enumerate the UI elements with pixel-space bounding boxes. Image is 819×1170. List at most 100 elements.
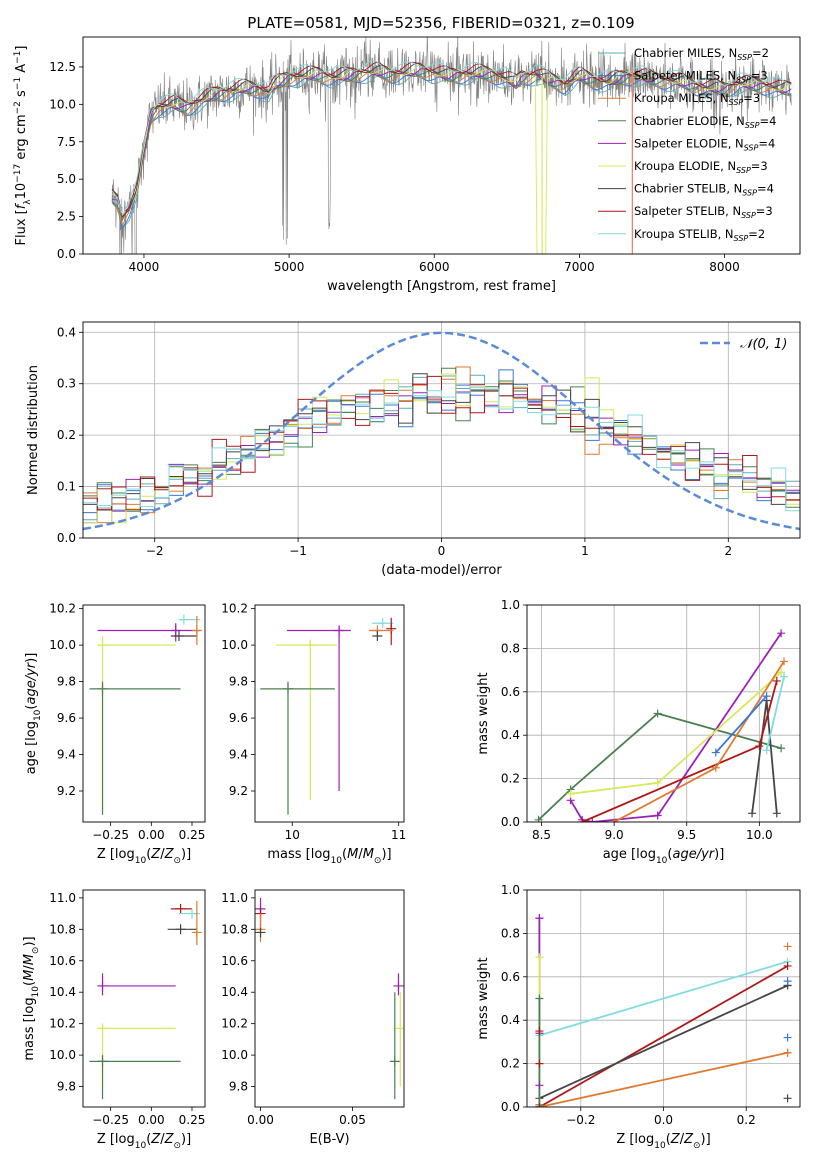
y-tick-label: 9.4: [57, 748, 76, 762]
label-part: SSP: [737, 53, 752, 62]
y-tick-label: 0.8: [501, 641, 520, 655]
model-spectrum-chabrier_elodie: [111, 70, 792, 222]
y-tick-label: 10.4: [221, 985, 248, 999]
label-part: Salpeter ELODIE, N: [634, 136, 744, 150]
weight-vs-age-axes: 8.5 9.0 9.5 10.0 0.0 0.2 0.4 0.6 0.8 1.0 age [log1…: [476, 598, 801, 866]
point-marker: [97, 980, 108, 991]
label-part: (: [146, 847, 151, 862]
x-tick-label: 0.25: [179, 1113, 206, 1127]
label-part: (data-model)/error: [381, 563, 502, 578]
label-part: M: [363, 847, 374, 862]
label-part: (: [666, 1132, 671, 1147]
x-tick-label: 9.5: [677, 828, 696, 842]
x-tick-label: 2: [724, 544, 732, 558]
y-tick-label: 10.0: [221, 638, 248, 652]
weight-line-salpeter_miles: [715, 695, 768, 754]
point-marker: [535, 1081, 544, 1090]
x-tick-label: 0.0: [654, 1113, 673, 1127]
point-marker: [191, 625, 202, 636]
weight-line-kroupa_stelib: [765, 676, 785, 751]
point-marker: [780, 672, 789, 681]
y-tick-label: 10.0: [49, 638, 76, 652]
weight-line-chabrier_stelib: [751, 700, 778, 814]
x-tick-label: −0.25: [92, 1113, 129, 1127]
point-marker: [578, 818, 587, 822]
model-spectrum-kroupa_elodie: [111, 64, 792, 254]
y-tick-label: 0.0: [57, 531, 76, 545]
y-tick-label: 0.4: [501, 1013, 520, 1027]
y-tick-label: 10.2: [49, 1017, 76, 1031]
point-marker: [393, 980, 404, 991]
point-marker: [377, 618, 388, 629]
point-marker: [97, 1023, 108, 1034]
y-tick-label: 0.6: [501, 685, 520, 699]
axes-frame: [82, 604, 206, 823]
legend-entry: Kroupa MILES, NSSP=3: [634, 91, 760, 107]
label-part: mass [log: [22, 997, 37, 1060]
point-marker: [748, 809, 757, 818]
weight-line-kroupa_elodie: [570, 671, 782, 795]
y-tick-label: 10.6: [221, 954, 248, 968]
label-part: ]: [14, 46, 29, 51]
model-spectrum-chabrier_miles: [111, 73, 792, 229]
label-part: =4: [757, 182, 774, 196]
x-tick-label: 0: [438, 544, 446, 558]
label-part: /: [22, 965, 37, 970]
x-axis-label: (data-model)/error: [381, 563, 502, 578]
age-vs-z-plot: [89, 614, 202, 815]
legend-entry: Chabrier STELIB, NSSP=4: [634, 182, 774, 198]
weight-vs-z-plot: [527, 890, 800, 1107]
point-marker: [535, 994, 544, 1003]
x-tick-label: 0.25: [179, 828, 206, 842]
legend-entry: Chabrier ELODIE, NSSP=4: [634, 114, 776, 130]
label-part: M: [22, 970, 37, 981]
weight-vs-age-plot: [527, 605, 800, 822]
legend: 𝒩(0, 1): [700, 337, 787, 352]
point-marker: [762, 746, 771, 755]
label-part: Kroupa MILES, N: [634, 91, 729, 105]
y-tick-label: 10.8: [49, 922, 76, 936]
point-marker: [535, 1059, 544, 1068]
y-axis-label: mass weight: [476, 672, 491, 754]
label-part: 10: [135, 1141, 147, 1151]
label-part: s: [14, 90, 29, 101]
y-tick-label: 10.4: [49, 985, 76, 999]
y-tick-label: 10.2: [221, 602, 248, 616]
label-part: /: [680, 1132, 685, 1147]
point-marker: [783, 1048, 792, 1057]
axes-frame: [526, 889, 801, 1108]
label-part: Chabrier STELIB, N: [634, 182, 742, 196]
age-vs-mass-plot: [260, 617, 397, 815]
point-marker: [175, 924, 186, 935]
point-marker: [711, 763, 720, 772]
point-marker: [170, 625, 181, 636]
point-marker: [535, 953, 544, 962]
label-part: E(B-V): [309, 1132, 349, 1147]
x-tick-label: 4000: [129, 260, 160, 274]
label-part: f: [14, 202, 29, 209]
label-part: Z: [150, 1132, 161, 1147]
axes-frame: [82, 321, 801, 539]
y-tick-label: 9.8: [229, 675, 248, 689]
point-marker: [783, 942, 792, 951]
label-part: =2: [752, 46, 769, 60]
label-part: (: [342, 847, 347, 862]
y-tick-label: 0.1: [57, 480, 76, 494]
axes-frame: [526, 604, 801, 823]
point-marker: [282, 683, 293, 694]
x-tick-label: 10: [285, 828, 300, 842]
point-marker: [777, 668, 786, 677]
point-marker: [535, 1103, 544, 1107]
point-marker: [566, 789, 575, 798]
label-part: 10: [135, 856, 147, 866]
point-marker: [783, 961, 792, 970]
x-tick-label: 1: [581, 544, 589, 558]
axes-frame: [82, 36, 801, 255]
y-axis-label: age [log10(age/yr)]: [24, 653, 43, 775]
weight-line-kroupa_stelib: [539, 960, 788, 1037]
label-part: Chabrier MILES, N: [634, 46, 737, 60]
label-part: )]: [22, 936, 37, 946]
label-part: (: [24, 705, 39, 710]
axes-frame: [254, 604, 405, 823]
